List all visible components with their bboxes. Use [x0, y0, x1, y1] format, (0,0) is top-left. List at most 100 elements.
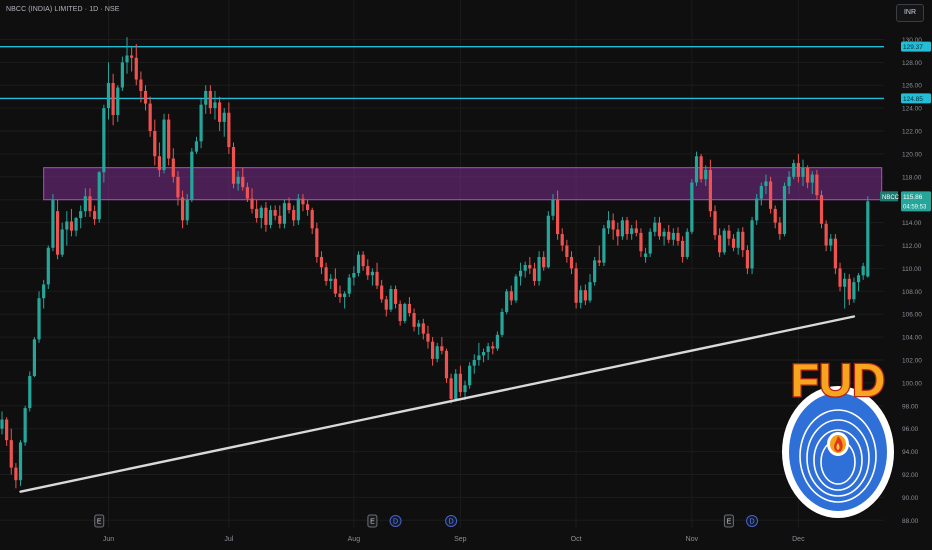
resistance-zone[interactable] — [43, 167, 883, 201]
y-tick-label: 96.00 — [902, 426, 919, 433]
candle-body — [412, 313, 416, 327]
earnings-marker[interactable]: E — [723, 514, 734, 528]
support-trendline[interactable] — [19, 315, 856, 493]
candle-body — [370, 271, 374, 276]
dividend-marker[interactable]: D — [746, 515, 759, 527]
candle-body — [778, 222, 782, 235]
price-tags: 129.37 124.85 NBCC 115.86 04:59:53 — [880, 41, 931, 212]
y-tick-label: 122.00 — [902, 129, 922, 136]
candle — [518, 262, 523, 286]
candle — [472, 354, 476, 374]
candle-body — [750, 220, 754, 269]
x-tick-label: Sep — [454, 536, 467, 543]
zone-rect[interactable] — [43, 167, 883, 201]
candle-body — [792, 163, 796, 177]
candle — [722, 228, 726, 255]
candle — [102, 104, 106, 183]
candle-body — [227, 112, 231, 148]
candle-body — [301, 198, 305, 205]
candle-body — [9, 440, 13, 468]
candle-body — [361, 254, 365, 267]
candle-body — [620, 220, 625, 237]
candle — [866, 196, 870, 278]
candle-body — [727, 230, 731, 239]
candle-body — [657, 222, 662, 237]
candle — [528, 256, 532, 275]
candle — [833, 234, 837, 275]
bar-countdown-label: 04:59:53 — [903, 204, 927, 210]
candle-body — [167, 119, 171, 159]
y-tick-label: 108.00 — [902, 289, 922, 296]
candle — [435, 342, 439, 363]
candle-body — [384, 299, 388, 310]
candle — [764, 174, 768, 194]
candle — [810, 171, 814, 194]
candle-body — [579, 290, 583, 303]
candle — [347, 274, 351, 298]
candle-body — [185, 199, 189, 221]
earnings-marker[interactable]: E — [94, 514, 105, 528]
candle-body — [106, 82, 111, 109]
candles — [0, 37, 870, 489]
candle-body — [88, 196, 92, 212]
candle — [194, 136, 199, 154]
candle — [370, 268, 374, 286]
candle — [449, 373, 453, 404]
candle — [93, 205, 97, 225]
candle — [643, 247, 648, 263]
candle-body — [102, 108, 106, 173]
candle-body — [759, 185, 763, 199]
candle-body — [153, 131, 157, 157]
candle — [792, 159, 796, 180]
candle — [454, 369, 458, 402]
candle — [620, 216, 625, 240]
dividend-marker[interactable]: D — [445, 515, 458, 527]
candle-body — [18, 442, 23, 481]
candle-body — [255, 208, 259, 219]
candle-body — [125, 55, 129, 63]
candle-body — [491, 346, 495, 349]
candle-body — [671, 232, 675, 240]
x-tick-label: Dec — [792, 536, 805, 543]
candle — [787, 171, 791, 194]
candle — [241, 167, 245, 191]
candle-body — [495, 334, 500, 349]
candle-body — [46, 247, 50, 285]
candle — [338, 285, 342, 303]
y-tick-label: 118.00 — [902, 174, 922, 181]
candle — [537, 251, 541, 286]
candle-body — [310, 210, 314, 229]
candle — [694, 151, 699, 186]
candle-body — [713, 211, 717, 236]
candle — [46, 245, 50, 290]
y-tick-label: 94.00 — [902, 449, 919, 456]
candle-body — [745, 250, 750, 269]
candle — [190, 148, 194, 203]
candle-body — [157, 156, 162, 170]
trendline[interactable] — [19, 315, 856, 493]
time-axis[interactable]: Jun Jul Aug Sep Oct Nov Dec — [103, 536, 805, 543]
event-marker-label: E — [370, 519, 375, 526]
candle — [417, 319, 421, 335]
currency-button[interactable]: INR — [896, 4, 924, 22]
candle — [134, 44, 138, 86]
candle — [259, 205, 263, 229]
candle-body — [380, 285, 384, 300]
candle — [208, 85, 212, 114]
candle — [477, 342, 481, 366]
candle — [106, 62, 111, 120]
dividend-marker[interactable]: D — [389, 515, 402, 527]
candle-body — [403, 303, 407, 322]
candle-body — [148, 103, 152, 132]
candle — [847, 274, 851, 306]
candle-body — [74, 218, 78, 231]
candle-body — [694, 156, 699, 183]
horizontal-levels[interactable] — [0, 45, 884, 100]
earnings-marker[interactable]: E — [367, 514, 378, 528]
candle-body — [14, 467, 18, 481]
candle — [481, 348, 486, 363]
candle-body — [551, 199, 555, 216]
candle-body — [708, 169, 712, 212]
candle-body — [282, 203, 287, 224]
